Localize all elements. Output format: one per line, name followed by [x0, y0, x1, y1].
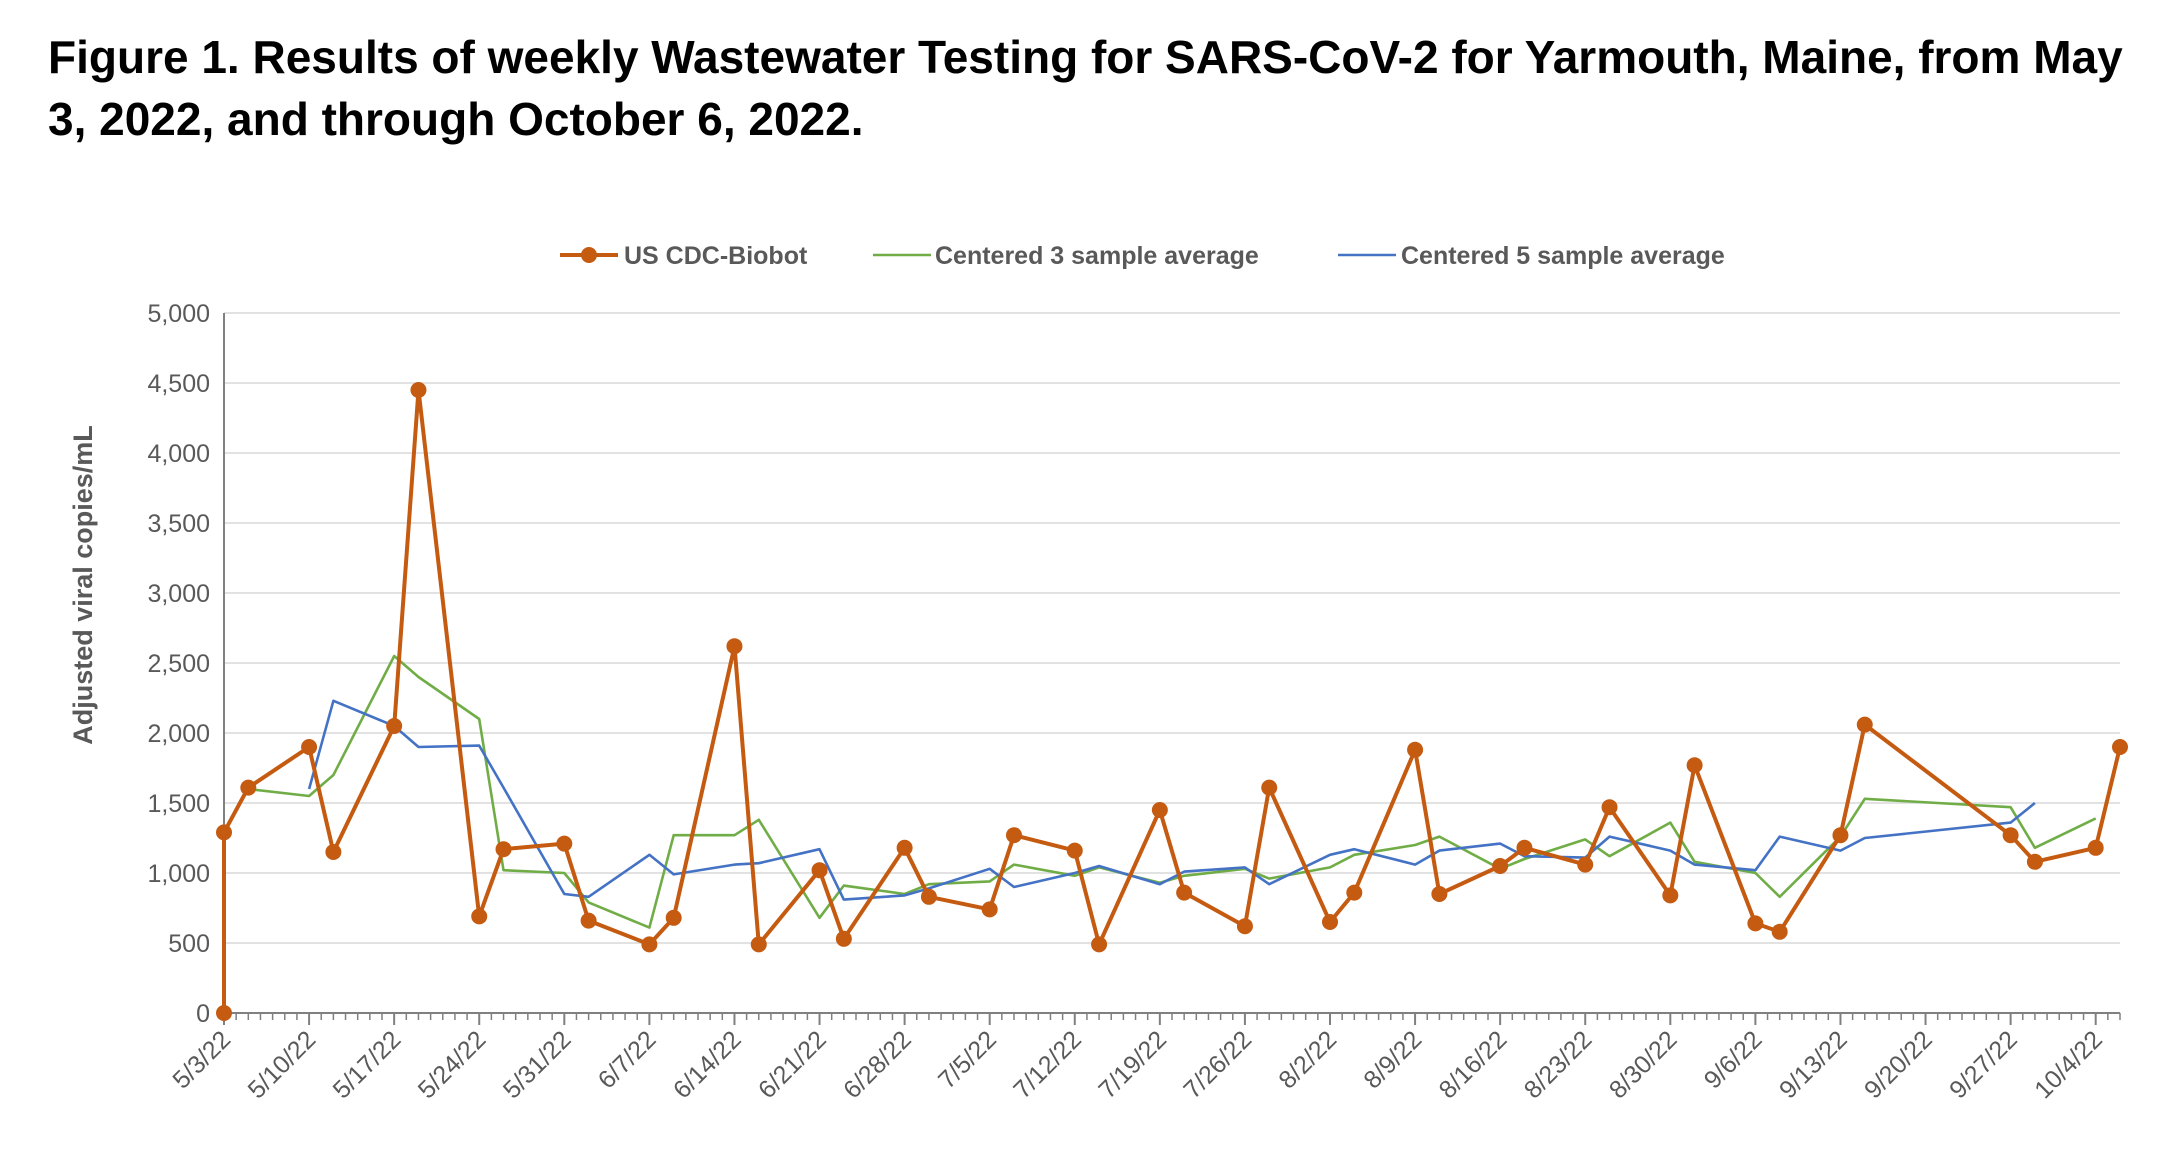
x-tick-label: 7/5/22 [933, 1025, 1002, 1094]
x-tick-label: 5/24/22 [413, 1025, 492, 1104]
legend-label: Centered 3 sample average [935, 242, 1259, 270]
x-tick-label: 9/20/22 [1859, 1025, 1938, 1104]
y-tick-label: 1,000 [147, 860, 210, 888]
y-tick-label: 4,000 [147, 440, 210, 468]
data-point [1577, 856, 1594, 873]
y-tick-label: 3,000 [147, 580, 210, 608]
data-point [1151, 802, 1168, 818]
series-line-1 [248, 654, 2097, 929]
y-tick-label: 1,500 [147, 790, 210, 818]
data-point [386, 718, 403, 734]
x-tick-label: 9/6/22 [1699, 1025, 1768, 1094]
data-point [301, 739, 318, 755]
data-point [240, 779, 257, 796]
data-point [835, 930, 852, 947]
y-tick-label: 0 [196, 1000, 210, 1028]
data-point [896, 839, 913, 856]
gridlines [224, 312, 2120, 944]
data-point [1407, 741, 1424, 758]
data-point [471, 908, 488, 925]
x-tick-label: 5/31/22 [498, 1025, 577, 1104]
axes [223, 313, 2121, 1025]
x-tick-label: 8/30/22 [1604, 1025, 1683, 1104]
figure-title: Figure 1. Results of weekly Wastewater T… [48, 31, 2123, 145]
series-layer [216, 382, 2128, 1021]
data-point [216, 1005, 232, 1021]
data-point [981, 901, 998, 918]
y-tick-label: 5,000 [147, 300, 210, 328]
data-point [1601, 799, 1618, 816]
data-point [1832, 827, 1849, 844]
data-point [2087, 839, 2104, 856]
legend: US CDC-Biobot Centered 3 sample average Ce… [560, 242, 1725, 270]
data-point [495, 841, 512, 858]
data-point [325, 844, 342, 860]
data-point [1747, 915, 1764, 932]
series-line-2 [307, 699, 2036, 901]
data-point [1261, 779, 1278, 796]
data-point [1322, 914, 1338, 930]
x-tick-label: 10/4/22 [2029, 1025, 2108, 1104]
data-point [1662, 887, 1679, 904]
series-line-0 [222, 388, 2122, 1013]
y-tick-label: 4,500 [147, 370, 210, 398]
data-point [2026, 853, 2043, 870]
data-point [1856, 716, 1873, 733]
data-point [1346, 884, 1363, 901]
y-tick-label: 3,500 [147, 510, 210, 538]
y-tick-label: 2,000 [147, 720, 210, 748]
data-point [1236, 918, 1253, 935]
data-point [665, 909, 682, 926]
x-tick-label: 9/13/22 [1774, 1025, 1853, 1104]
data-point [580, 912, 597, 929]
data-point [726, 638, 743, 655]
y-axis-label: Adjusted viral copies/mL [68, 425, 98, 745]
x-tick-label: 7/12/22 [1008, 1025, 1087, 1104]
data-point [920, 888, 937, 905]
data-point [1431, 886, 1448, 902]
legend-marker [581, 247, 597, 263]
data-point [811, 862, 828, 879]
x-tick-label: 7/19/22 [1093, 1025, 1172, 1104]
y-tick-label: 2,500 [147, 650, 210, 678]
data-point [1516, 839, 1533, 856]
x-tick-label: 8/23/22 [1519, 1025, 1598, 1104]
x-tick-label: 5/10/22 [243, 1025, 322, 1104]
data-point [641, 936, 658, 953]
data-point [1066, 842, 1083, 859]
x-tick-label: 6/7/22 [593, 1025, 662, 1094]
data-point [1091, 936, 1108, 953]
x-tick-label: 5/3/22 [167, 1025, 236, 1094]
data-point [1492, 858, 1509, 874]
data-point [2002, 827, 2019, 844]
x-tick-label: 6/28/22 [838, 1025, 917, 1104]
x-tick-label: 6/21/22 [753, 1025, 832, 1104]
x-tick-label: 6/14/22 [668, 1025, 747, 1104]
data-point [1006, 827, 1022, 844]
data-point [556, 835, 573, 852]
data-point [410, 382, 427, 398]
x-tick-label: 8/9/22 [1358, 1025, 1427, 1094]
y-tick-labels: 0 500 1,000 1,500 2,000 2,500 3,000 3,500 4,000 4… [147, 300, 210, 1028]
legend-label: Centered 5 sample average [1401, 242, 1725, 270]
x-tick-label: 8/2/22 [1273, 1025, 1342, 1094]
data-point [216, 824, 232, 841]
x-tick-label: 7/26/22 [1178, 1025, 1257, 1104]
data-point [750, 936, 767, 953]
x-tick-label: 8/16/22 [1434, 1025, 1513, 1104]
legend-label: US CDC-Biobot [624, 242, 808, 270]
x-tick-labels: 5/3/22 5/10/22 5/17/22 5/24/22 5/31/22 6/7/22… [167, 1025, 2108, 1104]
data-point [1771, 923, 1788, 940]
data-point [1686, 757, 1703, 774]
data-point [2112, 739, 2128, 755]
y-tick-label: 500 [168, 930, 210, 958]
x-tick-label: 5/17/22 [328, 1025, 407, 1104]
x-tick-label: 9/27/22 [1944, 1025, 2023, 1104]
data-point [1176, 884, 1193, 901]
